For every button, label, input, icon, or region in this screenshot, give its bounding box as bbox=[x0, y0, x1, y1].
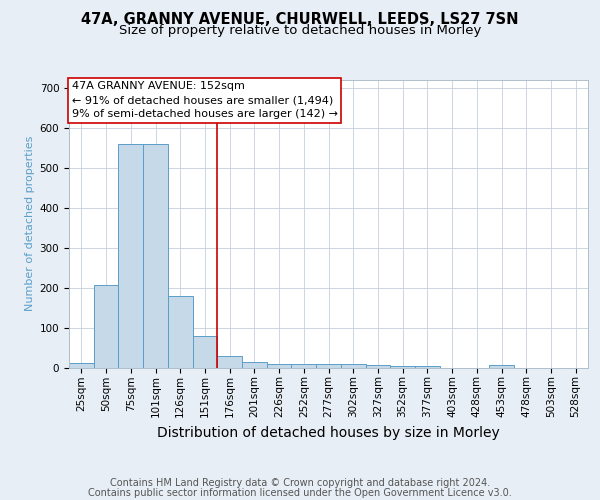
Bar bbox=[292, 364, 316, 368]
Bar bbox=[168, 296, 193, 368]
X-axis label: Distribution of detached houses by size in Morley: Distribution of detached houses by size … bbox=[157, 426, 500, 440]
Bar bbox=[69, 362, 94, 368]
Bar bbox=[242, 362, 267, 368]
Text: 47A, GRANNY AVENUE, CHURWELL, LEEDS, LS27 7SN: 47A, GRANNY AVENUE, CHURWELL, LEEDS, LS2… bbox=[81, 12, 519, 28]
Bar bbox=[390, 366, 415, 368]
Bar bbox=[267, 364, 292, 368]
Bar bbox=[217, 356, 242, 368]
Text: Size of property relative to detached houses in Morley: Size of property relative to detached ho… bbox=[119, 24, 481, 37]
Bar bbox=[365, 365, 390, 368]
Bar bbox=[118, 144, 143, 368]
Bar bbox=[193, 336, 217, 368]
Bar bbox=[316, 364, 341, 368]
Bar bbox=[415, 366, 440, 368]
Text: Contains public sector information licensed under the Open Government Licence v3: Contains public sector information licen… bbox=[88, 488, 512, 498]
Bar bbox=[489, 365, 514, 368]
Bar bbox=[143, 144, 168, 368]
Bar bbox=[341, 364, 365, 368]
Text: 47A GRANNY AVENUE: 152sqm
← 91% of detached houses are smaller (1,494)
9% of sem: 47A GRANNY AVENUE: 152sqm ← 91% of detac… bbox=[71, 82, 338, 120]
Y-axis label: Number of detached properties: Number of detached properties bbox=[25, 136, 35, 312]
Text: Contains HM Land Registry data © Crown copyright and database right 2024.: Contains HM Land Registry data © Crown c… bbox=[110, 478, 490, 488]
Bar bbox=[94, 285, 118, 368]
